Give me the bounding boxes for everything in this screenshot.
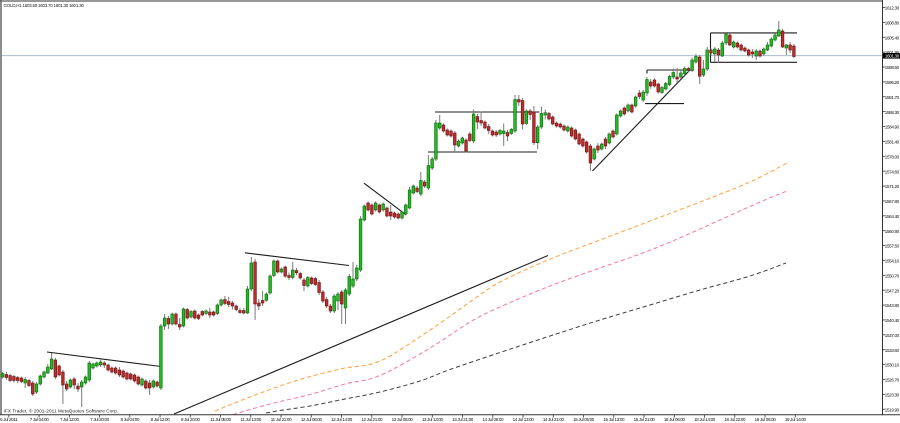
svg-text:7 Jul 20:00: 7 Jul 20:00 (90, 417, 110, 422)
svg-text:18 Jul 14:00: 18 Jul 14:00 (694, 417, 716, 422)
svg-text:1560.90: 1560.90 (885, 229, 900, 234)
svg-text:7 Jul 12:00: 7 Jul 12:00 (60, 417, 80, 422)
svg-text:1540.40: 1540.40 (885, 318, 900, 323)
svg-text:1595.20: 1595.20 (885, 80, 900, 85)
svg-text:8 Jul 12:00: 8 Jul 12:00 (151, 417, 171, 422)
svg-text:18 Jul 06:00: 18 Jul 06:00 (664, 417, 686, 422)
svg-text:1530.10: 1530.10 (885, 363, 900, 368)
svg-text:8 Jul 04:00: 8 Jul 04:00 (120, 417, 140, 422)
svg-text:11 Jul 13:00: 11 Jul 13:00 (241, 417, 262, 422)
svg-text:1605.40: 1605.40 (885, 35, 900, 40)
svg-text:1574.60: 1574.60 (885, 169, 900, 174)
svg-text:1523.30: 1523.30 (885, 392, 900, 397)
svg-text:19 Jul 14:00: 19 Jul 14:00 (785, 417, 807, 422)
svg-text:1581.40: 1581.40 (885, 140, 900, 145)
svg-text:7 Jul 04:00: 7 Jul 04:00 (30, 417, 50, 422)
svg-text:1571.20: 1571.20 (885, 184, 900, 189)
svg-text:1564.40: 1564.40 (885, 214, 900, 219)
svg-text:15 Jul 13:00: 15 Jul 13:00 (603, 417, 625, 422)
svg-text:1601.90: 1601.90 (885, 50, 900, 55)
svg-text:1601.30: 1601.30 (885, 54, 900, 59)
svg-text:12 Jul 21:00: 12 Jul 21:00 (361, 417, 383, 422)
svg-text:14 Jul 21:00: 14 Jul 21:00 (543, 417, 565, 422)
svg-text:19 Jul 06:00: 19 Jul 06:00 (755, 417, 777, 422)
svg-text:14 Jul 13:00: 14 Jul 13:00 (513, 417, 535, 422)
svg-text:14 Jul 06:00: 14 Jul 06:00 (482, 417, 504, 422)
svg-text:1533.60: 1533.60 (885, 348, 900, 353)
svg-text:11 Jul 21:00: 11 Jul 21:00 (271, 417, 292, 422)
svg-text:IFX Trader, © 2001-2011 MetaQu: IFX Trader, © 2001-2011 MetaQuotes Softw… (4, 407, 119, 413)
svg-text:1608.80: 1608.80 (885, 20, 900, 25)
svg-text:1612.30: 1612.30 (885, 6, 900, 11)
svg-text:1550.70: 1550.70 (885, 273, 900, 278)
svg-text:15 Jul 05:00: 15 Jul 05:00 (573, 417, 595, 422)
svg-text:GOLD,H1 1603.50 1603.70 1601.: GOLD,H1 1603.50 1603.70 1601.30 1601.30 (4, 3, 85, 8)
svg-text:1547.20: 1547.20 (885, 288, 900, 293)
svg-text:1543.80: 1543.80 (885, 303, 900, 308)
svg-text:1557.50: 1557.50 (885, 244, 900, 249)
svg-text:18 Jul 22:00: 18 Jul 22:00 (724, 417, 746, 422)
svg-text:1588.30: 1588.30 (885, 110, 900, 115)
svg-text:13 Jul 21:00: 13 Jul 21:00 (452, 417, 474, 422)
svg-text:1537.00: 1537.00 (885, 333, 900, 338)
svg-text:6 Jul 2011: 6 Jul 2011 (0, 417, 18, 422)
svg-text:1567.80: 1567.80 (885, 199, 900, 204)
svg-text:1519.90: 1519.90 (885, 407, 900, 412)
svg-text:1578.00: 1578.00 (885, 154, 900, 159)
svg-text:15 Jul 21:00: 15 Jul 21:00 (634, 417, 656, 422)
svg-text:1584.90: 1584.90 (885, 125, 900, 130)
svg-text:13 Jul 13:00: 13 Jul 13:00 (422, 417, 444, 422)
svg-text:1554.10: 1554.10 (885, 259, 900, 264)
svg-text:1591.70: 1591.70 (885, 95, 900, 100)
svg-text:11 Jul 05:00: 11 Jul 05:00 (210, 417, 231, 422)
svg-text:1526.70: 1526.70 (885, 378, 900, 383)
svg-text:1598.60: 1598.60 (885, 65, 900, 70)
svg-text:13 Jul 05:00: 13 Jul 05:00 (392, 417, 414, 422)
svg-text:12 Jul 06:00: 12 Jul 06:00 (301, 417, 323, 422)
svg-text:8 Jul 20:00: 8 Jul 20:00 (181, 417, 201, 422)
svg-text:12 Jul 14:00: 12 Jul 14:00 (331, 417, 353, 422)
